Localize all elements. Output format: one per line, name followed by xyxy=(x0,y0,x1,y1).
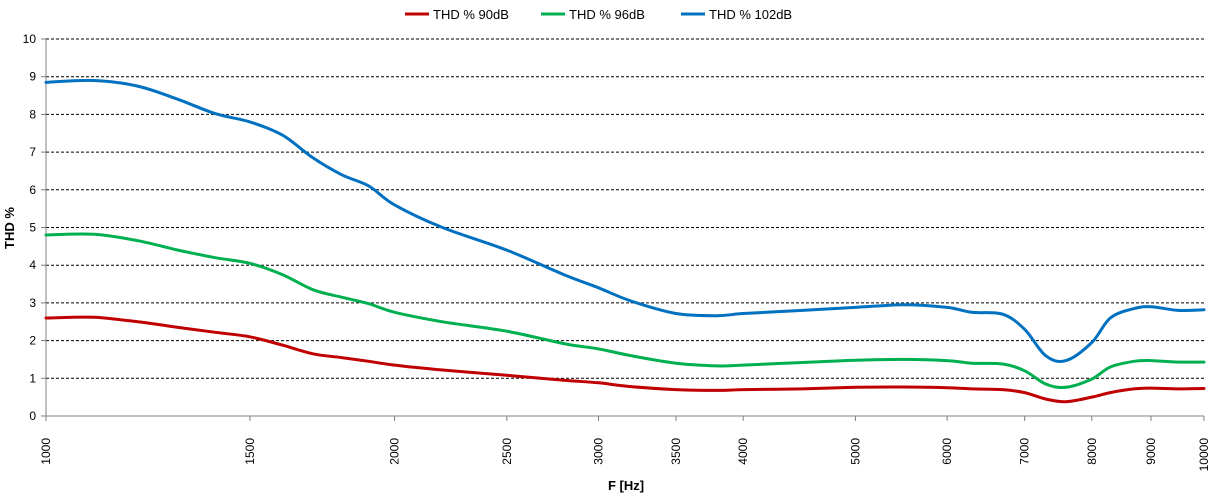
y-tick-label: 6 xyxy=(29,183,36,197)
legend-label-1: THD % 90dB xyxy=(433,7,509,22)
x-tick-label: 4000 xyxy=(736,438,750,465)
x-tick-label: 1000 xyxy=(39,438,53,465)
x-tick-label: 2500 xyxy=(500,438,514,465)
x-tick-label: 5000 xyxy=(848,438,862,465)
series-lines xyxy=(44,78,1206,404)
x-tick-label: 2000 xyxy=(388,438,402,465)
chart-legend: THD % 90dB THD % 96dB THD % 102dB xyxy=(405,7,792,22)
y-tick-label: 8 xyxy=(29,107,36,121)
y-tick-label: 0 xyxy=(29,409,36,423)
x-tick-label: 6000 xyxy=(940,438,954,465)
series-line-3 xyxy=(44,78,1206,363)
x-tick-label: 3000 xyxy=(592,438,606,465)
axes xyxy=(41,38,1205,421)
y-tick-label: 3 xyxy=(29,296,36,310)
x-tick-label: 1500 xyxy=(243,438,257,465)
y-tick-label: 2 xyxy=(29,334,36,348)
y-tick-label: 7 xyxy=(29,145,36,159)
x-tick-labels: 1000 1500 2000 2500 3000 3500 4000 5000 6000 7000… xyxy=(39,438,1211,472)
series-line-1 xyxy=(44,315,1206,404)
y-tick-label: 1 xyxy=(29,371,36,385)
legend-label-3: THD % 102dB xyxy=(709,7,792,22)
x-axis-title: F [Hz] xyxy=(608,478,644,493)
y-tick-label: 9 xyxy=(29,70,36,84)
x-tick-label: 9000 xyxy=(1144,438,1158,465)
y-axis-title: THD % xyxy=(2,207,17,249)
y-tick-label: 10 xyxy=(23,32,37,46)
x-tick-label: 8000 xyxy=(1085,438,1099,465)
legend-label-2: THD % 96dB xyxy=(569,7,645,22)
x-tick-label: 3500 xyxy=(669,438,683,465)
gridlines xyxy=(46,38,1204,379)
x-tick-label: 7000 xyxy=(1018,438,1032,465)
y-tick-labels: 0 1 2 3 4 5 6 7 8 9 10 xyxy=(23,32,37,423)
y-tick-label: 4 xyxy=(29,258,36,272)
x-tick-label: 10000 xyxy=(1197,438,1211,472)
y-tick-label: 5 xyxy=(29,221,36,235)
series-line-2 xyxy=(44,232,1206,390)
